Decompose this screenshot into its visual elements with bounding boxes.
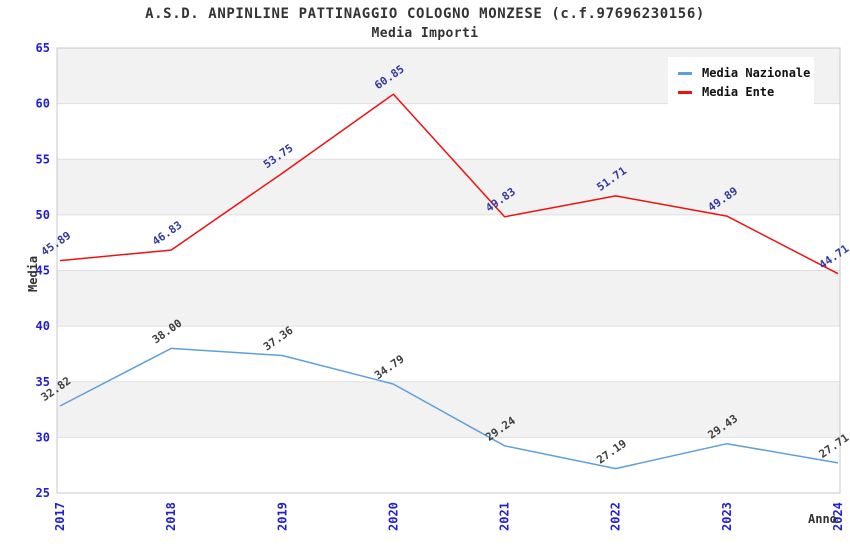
y-tick-label: 55 <box>36 152 50 166</box>
y-tick-label: 45 <box>36 264 50 278</box>
legend-swatch-media-nazionale <box>678 71 692 75</box>
chart-title: A.S.D. ANPINLINE PATTINAGGIO COLOGNO MON… <box>145 6 705 22</box>
plot-border <box>56 47 841 494</box>
x-tick-label: 2024 <box>831 502 845 531</box>
legend-item-media-nazionale: Media Nazionale <box>678 66 810 80</box>
y-tick-label: 25 <box>36 486 50 500</box>
x-tick-label: 2019 <box>275 502 289 531</box>
legend-item-media-ente: Media Ente <box>678 85 806 99</box>
y-tick-label: 30 <box>36 430 50 444</box>
plot-band <box>57 437 840 493</box>
x-axis-title: Anno <box>808 512 837 526</box>
x-tick-label: 2021 <box>498 502 512 531</box>
x-tick-label: 2018 <box>164 502 178 531</box>
legend-label: Media Ente <box>702 85 775 99</box>
plot-band <box>57 326 840 382</box>
y-axis-title: Media <box>26 255 40 292</box>
series-line-media-ente <box>59 93 839 275</box>
y-tick-label: 50 <box>36 208 50 222</box>
series-line-media-nazionale <box>59 347 839 470</box>
x-tick-label: 2022 <box>609 502 623 531</box>
plot-band <box>57 214 840 271</box>
chart-subtitle: Media Importi <box>371 26 479 41</box>
y-tick-label: 60 <box>36 97 50 111</box>
legend: Media Nazionale Media Ente <box>668 57 814 110</box>
x-tick-label: 2023 <box>720 502 734 531</box>
legend-swatch-media-ente <box>678 90 692 94</box>
x-tick-label: 2017 <box>53 502 67 531</box>
y-tick-label: 40 <box>36 319 50 333</box>
plot-band <box>57 381 840 438</box>
y-tick-label: 35 <box>36 375 50 389</box>
y-tick-label: 65 <box>36 41 50 55</box>
plot-band <box>57 159 840 215</box>
plot-band <box>57 270 840 327</box>
legend-label: Media Nazionale <box>702 66 811 80</box>
x-tick-label: 2020 <box>386 502 400 531</box>
plot-band <box>57 103 840 160</box>
